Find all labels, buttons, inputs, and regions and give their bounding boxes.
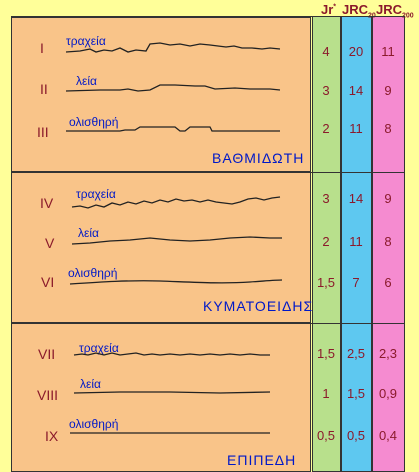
header-jrc200-sub: 200 [402,12,414,20]
jrc200-value-6: 6 [384,275,392,290]
jrc200-value-7: 2,3 [378,346,398,361]
jr-value-1: 4 [322,44,330,59]
profile-III [66,126,280,132]
label-row-7: τραχεία [79,341,119,355]
roman-VI: VI [41,274,55,290]
roman-VII: VII [38,346,56,362]
jrc20-value-7: 2,5 [346,346,366,361]
jr-value-5: 2 [322,234,330,249]
label-row-1: τραχεία [66,34,106,48]
jrc200-value-9: 0,4 [378,428,398,443]
jr-column [312,16,341,472]
label-row-4: τραχεία [76,187,116,201]
label-row-8: λεία [80,377,101,391]
group-panel-planar [11,323,311,472]
jr-value-6: 1,5 [316,275,336,290]
roman-V: V [45,235,55,251]
label-row-3: ολισθηρή [69,115,119,129]
roman-VIII: VIII [37,387,59,403]
jrc200-value-4: 9 [384,191,392,206]
label-row-2: λεία [76,74,97,88]
label-row-5: λεία [78,226,99,240]
jrc20-value-9: 0,5 [346,428,366,443]
divider-top [11,16,405,17]
header-jrc200: JRC200 [376,2,414,20]
jrc20-value-8: 1,5 [346,386,366,401]
roman-I: I [40,40,44,56]
jr-value-9: 0,5 [316,428,336,443]
jrc20-value-1: 20 [348,44,364,59]
profile-V [71,236,282,245]
profile-VI [69,279,283,285]
profile-VIII [73,391,271,394]
roman-IV: IV [40,195,54,211]
divider-2 [11,323,405,324]
jrc200-value-5: 8 [384,234,392,249]
roman-III: III [37,124,49,140]
jrc200-value-1: 11 [381,44,395,59]
jr-value-4: 3 [322,191,330,206]
header-jrc200-text: JRC [376,2,403,17]
profile-VII [73,352,270,356]
jr-value-2: 3 [322,83,330,98]
jr-value-8: 1 [322,386,330,401]
jrc20-value-3: 11 [349,121,363,136]
profile-I [65,42,281,53]
group-panel-undulating [11,172,311,323]
group-title-planar: ΕΠΙΠΕΔΗ [227,452,297,468]
profile-II [65,84,281,92]
profile-IV [71,196,281,209]
header-jr-text: Jr [321,2,334,17]
jrc20-column [341,16,372,472]
jrc20-value-2: 14 [348,83,364,98]
group-title-undulating: ΚΥΜΑΤΟΕΙΔΗΣ [203,298,314,314]
header-jr: Jr* [321,2,336,17]
roman-IX: IX [45,428,59,444]
label-row-9: ολισθηρή [69,417,119,431]
group-title-stepped: ΒΑΘΜΙΔΩΤΗ [212,150,305,166]
jr-value-7: 1,5 [316,346,336,361]
jr-value-3: 2 [322,121,330,136]
roman-II: II [40,81,48,97]
jrc200-value-3: 8 [384,121,392,136]
header-jrc20-text: JRC [342,2,369,17]
jrc200-value-2: 9 [384,83,392,98]
jrc20-value-5: 11 [349,234,363,249]
jrc20-value-4: 14 [348,191,364,206]
label-row-6: ολισθηρή [68,266,118,280]
jrc200-value-8: 0,9 [378,386,398,401]
divider-1 [11,172,405,173]
header-jr-sup: * [333,3,337,11]
jrc20-value-6: 7 [352,275,360,290]
